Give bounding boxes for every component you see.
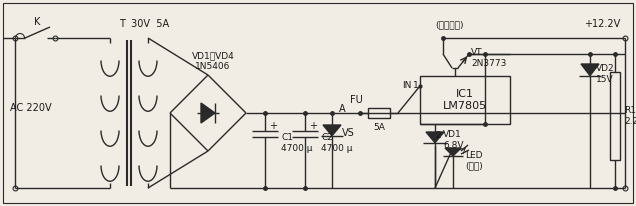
Text: VT
2N3773: VT 2N3773 [471, 48, 506, 68]
Text: VD1
6.8V: VD1 6.8V [443, 130, 464, 150]
Bar [420, 76, 510, 124]
Text: (加散热板): (加散热板) [436, 21, 464, 29]
Text: T  30V  5A: T 30V 5A [119, 19, 169, 29]
Bar [368, 108, 390, 118]
Text: C1
4700 μ: C1 4700 μ [281, 133, 312, 153]
Polygon shape [323, 125, 341, 136]
Text: AC 220V: AC 220V [10, 103, 52, 113]
Text: FU: FU [350, 95, 363, 105]
Text: +: + [309, 121, 317, 131]
Text: 5A: 5A [373, 123, 385, 131]
Text: +12.2V: +12.2V [584, 19, 620, 29]
Text: R1
2.2k: R1 2.2k [624, 106, 636, 126]
Text: K: K [34, 17, 40, 27]
Polygon shape [426, 132, 444, 143]
Bar [610, 72, 620, 160]
Text: C2
4700 μ: C2 4700 μ [321, 133, 352, 153]
Text: 2: 2 [435, 131, 441, 140]
Text: +: + [269, 121, 277, 131]
Polygon shape [445, 148, 461, 156]
Text: VD2
15V: VD2 15V [596, 64, 614, 84]
Text: LED
(红色): LED (红色) [465, 151, 483, 171]
Polygon shape [201, 103, 215, 123]
Text: VS: VS [342, 128, 355, 138]
Text: VD1～VD4
1N5406: VD1～VD4 1N5406 [191, 51, 235, 71]
Polygon shape [581, 64, 599, 76]
Text: A: A [339, 104, 345, 114]
Text: IC1
LM7805: IC1 LM7805 [443, 89, 487, 111]
Text: 1: 1 [413, 81, 419, 89]
Text: IN: IN [402, 81, 411, 89]
